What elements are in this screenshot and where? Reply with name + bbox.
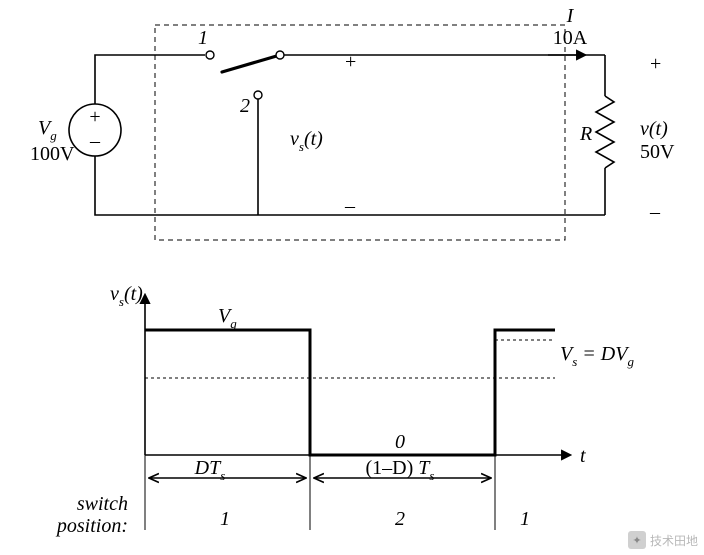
avg-label: Vs = DVg: [560, 343, 634, 369]
svg-text:switch: switch: [77, 493, 128, 515]
switch-label-1: 1: [198, 27, 208, 49]
svg-text:(1–D) Ts: (1–D) Ts: [366, 457, 435, 483]
svg-text:DTs: DTs: [194, 457, 226, 483]
svg-text:position:: position:: [55, 515, 128, 537]
svg-text:Vg: Vg: [38, 117, 57, 143]
watermark-text: 技术田地: [650, 532, 698, 549]
svg-text:Vg: Vg: [218, 305, 237, 331]
source-value: 100V: [30, 143, 75, 165]
source-plus: +: [89, 106, 100, 128]
svg-text:vs(t): vs(t): [110, 283, 143, 309]
vs-label: vs(t): [290, 128, 323, 154]
pos-a: 1: [220, 508, 230, 530]
pos-b: 2: [395, 508, 405, 530]
output-value: 50V: [640, 141, 675, 163]
load-label: R: [579, 123, 592, 145]
zero-label: 0: [395, 431, 405, 453]
voltage-source: + –: [69, 104, 121, 156]
vs-plus: +: [345, 51, 356, 73]
switch-position-row: switch position: 1 2 1: [55, 493, 530, 537]
watermark-icon: ✦: [628, 531, 646, 549]
current-arrow: I 10A: [548, 5, 588, 55]
load-resistor: R: [579, 55, 614, 215]
waveform-plot: vs(t) t Vg 0 Vs = DVg DTs: [55, 283, 635, 537]
interval-1minusd: (1–D) Ts: [315, 455, 495, 530]
wire-top-left: [95, 55, 205, 104]
svg-text:v(t): v(t): [640, 118, 668, 140]
source-minus: –: [89, 130, 101, 152]
current-value: 10A: [553, 27, 588, 49]
switch-label-2: 2: [240, 95, 250, 117]
figure: + – Vg 100V 1 2 +: [0, 0, 704, 555]
svg-text:Vs = DVg: Vs = DVg: [560, 343, 634, 369]
current-label: I: [566, 5, 575, 27]
x-axis-label: t: [580, 445, 586, 467]
pos-c: 1: [520, 508, 530, 530]
out-plus: +: [650, 53, 661, 75]
waveform-trace: [145, 330, 555, 455]
spdt-switch: 1 2: [198, 27, 284, 215]
watermark: ✦ 技术田地: [628, 531, 698, 549]
vg-top-label: Vg: [218, 305, 237, 331]
svg-text:vs(t): vs(t): [290, 128, 323, 154]
switch-network-box: [155, 25, 565, 240]
source-label: Vg 100V: [30, 117, 75, 165]
out-minus: –: [649, 201, 661, 223]
output-labels: + v(t) 50V –: [640, 53, 675, 223]
y-axis-label: vs(t): [110, 283, 143, 309]
circuit-diagram: + – Vg 100V 1 2 +: [30, 5, 675, 240]
vs-minus: –: [344, 195, 356, 217]
